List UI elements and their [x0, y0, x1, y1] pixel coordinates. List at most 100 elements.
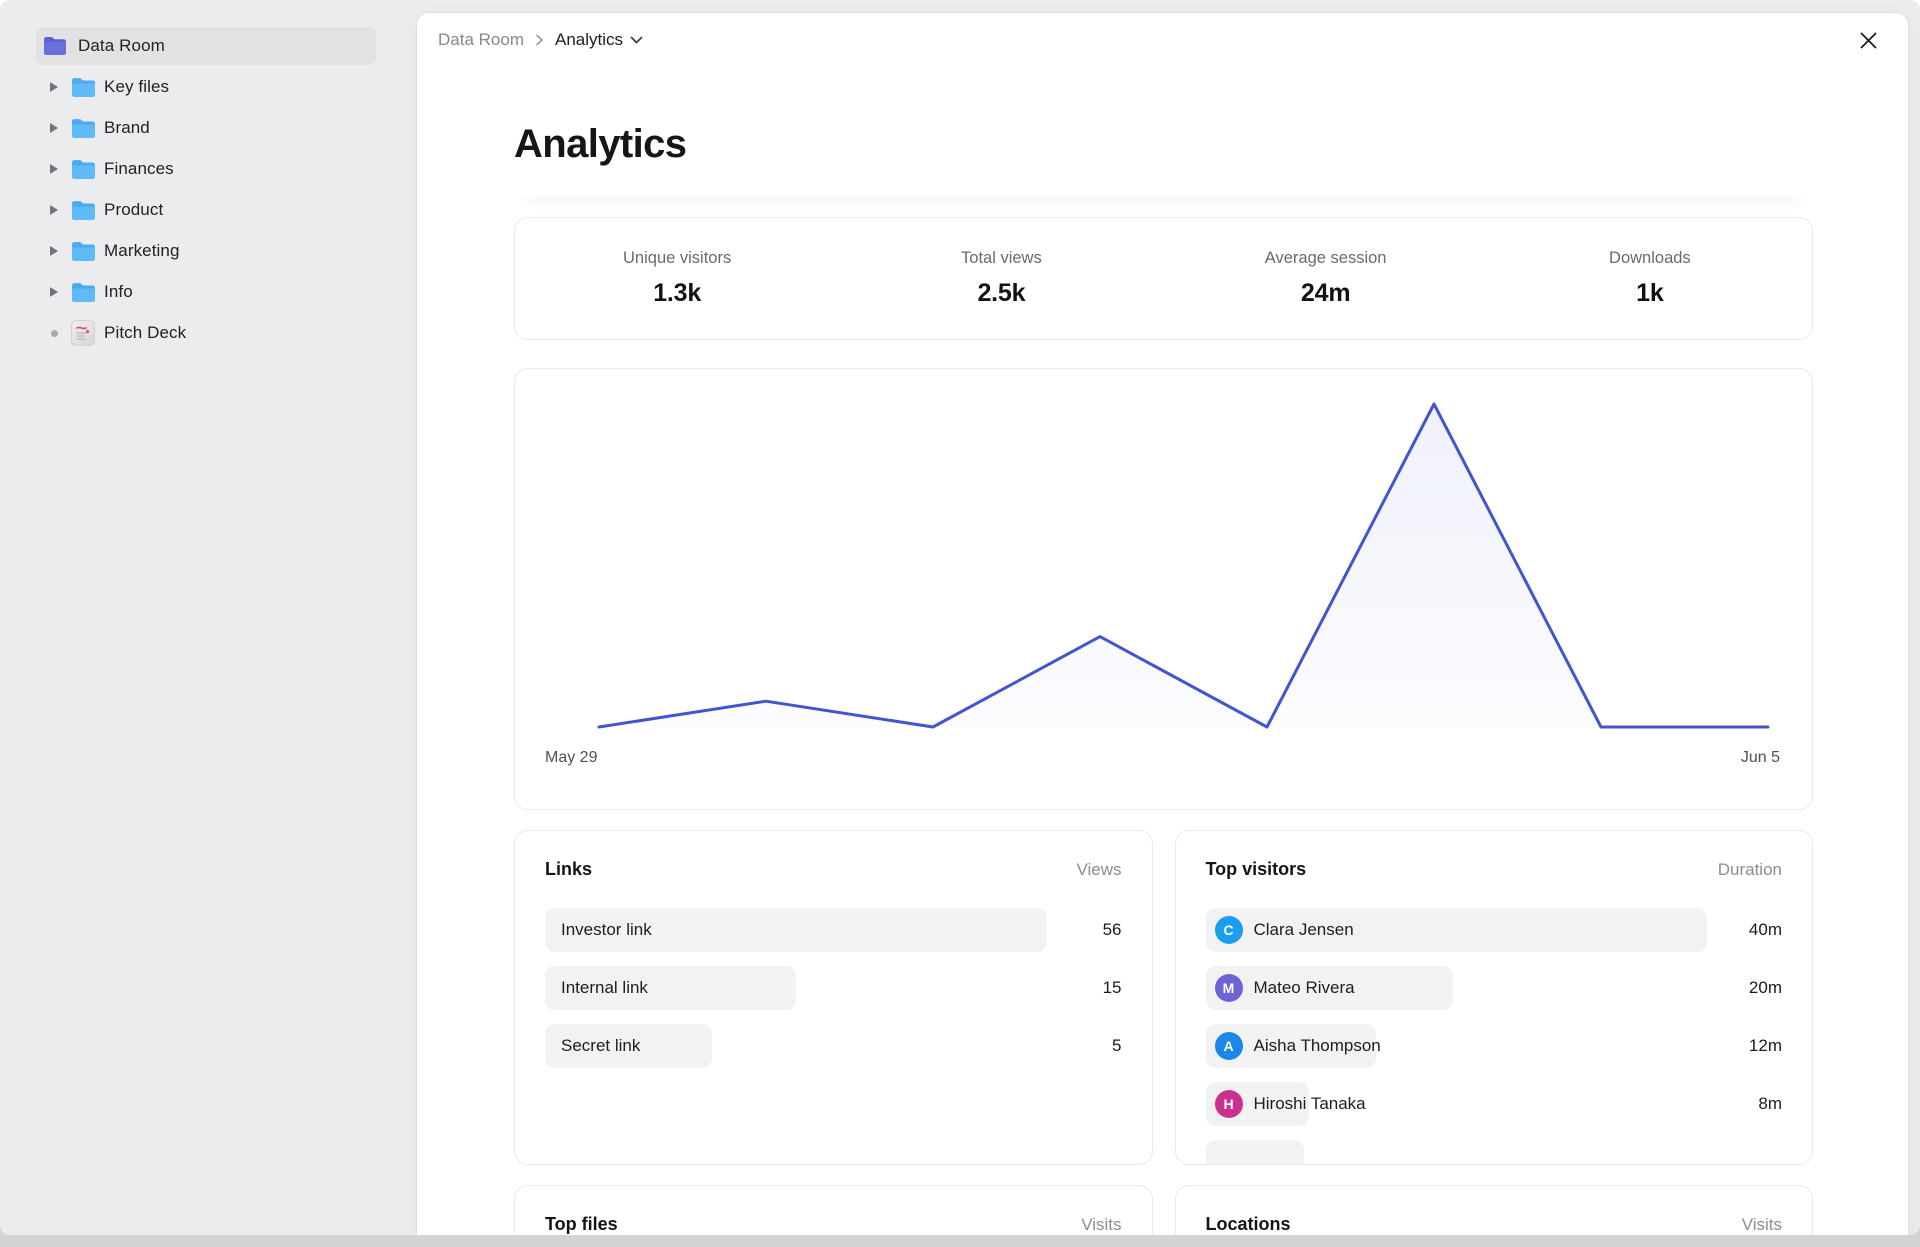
- folder-blue-icon: [70, 279, 96, 305]
- stat-label: Average session: [1264, 249, 1387, 267]
- avatar: H: [1214, 1090, 1243, 1118]
- page-header: Analytics: [514, 96, 1813, 197]
- avatar: C: [1214, 916, 1243, 944]
- stat-value: 1.3k: [653, 279, 702, 307]
- link-row-internal[interactable]: Internal link 15: [545, 966, 1122, 1010]
- folder-blue-icon: [70, 197, 96, 223]
- card-metric-header: Visits: [1741, 1215, 1782, 1234]
- sidebar-item-label: Marketing: [104, 241, 180, 260]
- disclosure-triangle-icon[interactable]: [46, 287, 62, 297]
- stat-value: 2.5k: [977, 279, 1026, 307]
- disclosure-triangle-icon[interactable]: [46, 246, 62, 256]
- locations-card-header: Locations Visits: [1206, 1214, 1783, 1235]
- bar: [545, 1024, 713, 1068]
- chart-line: [597, 402, 1770, 729]
- analytics-sheet: Data Room Analytics Analytics: [417, 13, 1908, 1235]
- folder-blue-icon: [70, 115, 96, 141]
- stat-value: 24m: [1300, 279, 1351, 307]
- chart-area-fill: [599, 404, 1768, 727]
- card-metric-header: Visits: [1081, 1215, 1122, 1234]
- stat-label: Unique visitors: [623, 249, 732, 267]
- stats-card: Unique visitors 1.3k Total views 2.5k Av…: [514, 217, 1813, 340]
- visitor-duration-value: 40m: [1748, 920, 1782, 939]
- sidebar-item-finances[interactable]: Finances: [36, 150, 376, 188]
- stat-label: Total views: [961, 249, 1042, 267]
- analytics-content: Analytics Unique visitors 1.3k Total vie…: [417, 96, 1908, 1235]
- visitor-row-aisha-thompson[interactable]: A Aisha Thompson 12m: [1205, 1024, 1782, 1068]
- bar: [545, 908, 1047, 952]
- visitor-name: Hiroshi Tanaka: [1253, 1094, 1366, 1113]
- sidebar-item-label: Key files: [104, 77, 170, 96]
- sidebar-item-info[interactable]: Pitch Deck Info: [36, 273, 376, 311]
- disclosure-triangle-icon[interactable]: [46, 82, 62, 92]
- breadcrumb-current[interactable]: Analytics: [555, 30, 643, 50]
- disclosure-triangle-icon[interactable]: [46, 205, 62, 215]
- bottom-cards-row: Top files Visits Locations Visits: [514, 1185, 1813, 1235]
- breadcrumb-parent[interactable]: Data Room: [438, 30, 524, 49]
- folder-blue-icon: [70, 156, 96, 182]
- visitor-row-partial[interactable]: [1205, 1140, 1783, 1164]
- visitor-row-hiroshi-tanaka[interactable]: H Hiroshi Tanaka 8m: [1205, 1082, 1782, 1126]
- folder-indigo-icon: [42, 33, 68, 59]
- bar: [1205, 966, 1454, 1010]
- visitor-name: Aisha Thompson: [1253, 1036, 1381, 1055]
- sidebar-item-label: Info: [104, 282, 133, 301]
- stat-total-views: Total views 2.5k: [839, 249, 1163, 308]
- link-views-value: 5: [1112, 1036, 1122, 1055]
- document-thumbnail-icon: [70, 320, 96, 346]
- sidebar-item-brand[interactable]: Brand: [36, 109, 376, 147]
- sidebar: Data Room Key files Brand Finances: [0, 0, 417, 1235]
- link-views-value: 56: [1102, 920, 1122, 939]
- folder-blue-icon: [70, 238, 96, 264]
- disclosure-triangle-icon[interactable]: [46, 164, 62, 174]
- line-chart-canvas: [597, 402, 1770, 729]
- card-title: Top visitors: [1205, 859, 1307, 879]
- visitor-duration-value: 12m: [1748, 1036, 1782, 1055]
- folder-blue-icon: [70, 74, 96, 100]
- top-files-card: Top files Visits: [514, 1185, 1153, 1235]
- top-files-card-header: Top files Visits: [545, 1214, 1122, 1235]
- stat-downloads: Downloads 1k: [1488, 249, 1812, 308]
- visitor-name: Mateo Rivera: [1253, 978, 1355, 997]
- card-metric-header: Views: [1076, 860, 1122, 879]
- chevron-down-icon: [630, 36, 643, 45]
- links-card-header: Links Views: [545, 859, 1122, 880]
- stat-average-session: Average session 24m: [1164, 249, 1488, 308]
- bar: [1205, 908, 1708, 952]
- visitor-name: Clara Jensen: [1253, 920, 1354, 939]
- close-button[interactable]: [1854, 26, 1882, 54]
- sidebar-item-label: Product: [104, 200, 164, 219]
- sidebar-item-marketing[interactable]: Marketing: [36, 232, 376, 270]
- middle-cards-row: Links Views Investor link 56 Internal li…: [514, 830, 1813, 1165]
- visitor-row-mateo-rivera[interactable]: M Mateo Rivera 20m: [1205, 966, 1782, 1010]
- bullet-dot-icon: [46, 329, 62, 337]
- sidebar-item-pitch-deck[interactable]: Pitch Deck: [36, 314, 376, 352]
- link-row-secret[interactable]: Secret link 5: [545, 1024, 1122, 1068]
- stat-value: 1k: [1636, 279, 1664, 307]
- sidebar-item-product[interactable]: Product: [36, 191, 376, 229]
- card-title: Links: [545, 859, 593, 879]
- locations-card: Locations Visits: [1174, 1185, 1813, 1235]
- sidebar-item-label: Brand: [104, 118, 150, 137]
- bar: [1205, 1140, 1304, 1164]
- visitor-duration-value: 8m: [1758, 1094, 1782, 1113]
- avatar: M: [1214, 974, 1243, 1002]
- breadcrumb: Data Room Analytics: [438, 30, 643, 50]
- sidebar-item-key-files[interactable]: Key files: [36, 68, 376, 106]
- bar: [545, 966, 796, 1010]
- x-axis-label-start: May 29: [545, 749, 598, 766]
- link-row-investor[interactable]: Investor link 56: [545, 908, 1122, 952]
- sidebar-item-label: Pitch Deck: [104, 323, 187, 342]
- sidebar-item-data-room[interactable]: Data Room: [36, 27, 376, 65]
- visitor-row-clara-jensen[interactable]: C Clara Jensen 40m: [1205, 908, 1782, 952]
- top-visitors-card: Top visitors Duration C Clara Jensen 40m: [1174, 830, 1813, 1165]
- sidebar-item-label: Finances: [104, 159, 174, 178]
- link-views-value: 15: [1102, 978, 1122, 997]
- disclosure-triangle-icon[interactable]: [46, 123, 62, 133]
- link-label: Investor link: [561, 920, 652, 939]
- card-metric-header: Duration: [1717, 860, 1782, 879]
- avatar: A: [1214, 1032, 1243, 1060]
- link-label: Secret link: [561, 1036, 641, 1055]
- chevron-right-icon: [534, 33, 545, 47]
